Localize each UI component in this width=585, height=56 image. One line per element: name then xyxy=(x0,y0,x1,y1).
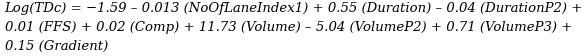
Text: 0.01 (FFS) + 0.02 (Comp) + 11.73 (Volume) – 5.04 (VolumeP2) + 0.71 (VolumeP3) +: 0.01 (FFS) + 0.02 (Comp) + 11.73 (Volume… xyxy=(5,21,572,34)
Text: Log(TDc) = −1.59 – 0.013 (NoOfLaneIndex1) + 0.55 (Duration) – 0.04 (DurationP2) : Log(TDc) = −1.59 – 0.013 (NoOfLaneIndex1… xyxy=(5,2,583,15)
Text: 0.15 (Gradient): 0.15 (Gradient) xyxy=(5,40,108,53)
